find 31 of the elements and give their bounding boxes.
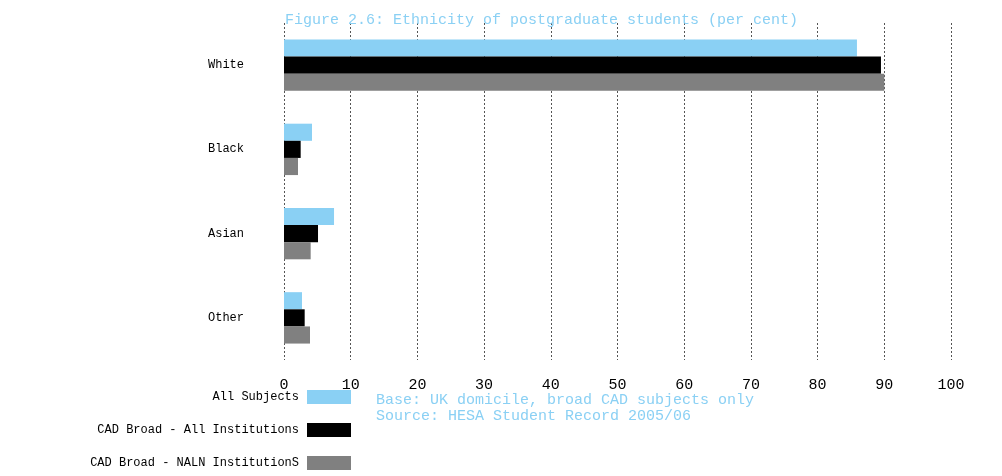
bar bbox=[284, 140, 301, 158]
y-tick-label: Black bbox=[207, 142, 244, 157]
bar bbox=[284, 207, 335, 226]
bar bbox=[284, 123, 313, 141]
bar bbox=[284, 225, 319, 243]
text: Base: UK domicile, broad CAD subjects only bbox=[376, 392, 755, 409]
x-tick-label: 90 bbox=[875, 377, 894, 394]
x-tick-label: 20 bbox=[408, 377, 427, 394]
legend-label: CAD Broad - All Institutions bbox=[97, 423, 299, 437]
y-tick-label: White bbox=[207, 58, 244, 73]
x-tick-label: 40 bbox=[541, 377, 560, 394]
bar bbox=[284, 242, 311, 260]
y-tick-label: Other bbox=[207, 310, 244, 325]
bar bbox=[284, 56, 881, 74]
bar bbox=[284, 326, 311, 344]
bar bbox=[284, 309, 305, 327]
x-tick-label: 60 bbox=[675, 377, 694, 394]
x-tick-label: 50 bbox=[608, 377, 627, 394]
bar bbox=[284, 292, 303, 310]
x-tick-label: 30 bbox=[475, 377, 494, 394]
chart-title: Figure 2.6: Ethnicity of postgraduate students (per cent) bbox=[285, 12, 799, 29]
x-tick-label: 10 bbox=[341, 377, 360, 394]
bar bbox=[284, 157, 299, 176]
legend-label: CAD Broad - NALN InstitutionS bbox=[90, 456, 299, 470]
y-tick-label: Asian bbox=[207, 226, 244, 241]
x-tick-label: 80 bbox=[808, 377, 827, 394]
source-note: Source: HESA Student Record 2005/06 bbox=[376, 408, 692, 425]
x-tick-label: 70 bbox=[741, 377, 760, 394]
bar bbox=[284, 39, 857, 57]
bar bbox=[284, 73, 885, 91]
x-tick-label: 100 bbox=[937, 377, 965, 394]
